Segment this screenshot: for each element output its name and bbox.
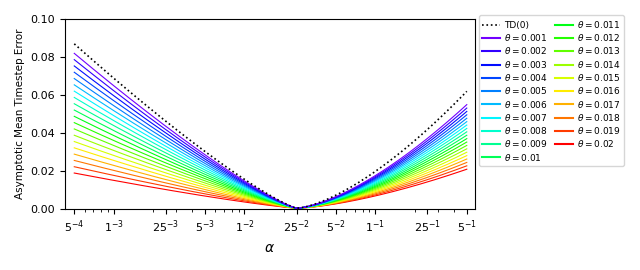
Legend: TD(0), $\theta = 0.001$, $\theta = 0.002$, $\theta = 0.003$, $\theta = 0.004$, $: TD(0), $\theta = 0.001$, $\theta = 0.002… bbox=[479, 15, 624, 166]
Y-axis label: Asymptotic Mean Timestep Error: Asymptotic Mean Timestep Error bbox=[15, 29, 25, 199]
X-axis label: $\alpha$: $\alpha$ bbox=[264, 241, 275, 255]
